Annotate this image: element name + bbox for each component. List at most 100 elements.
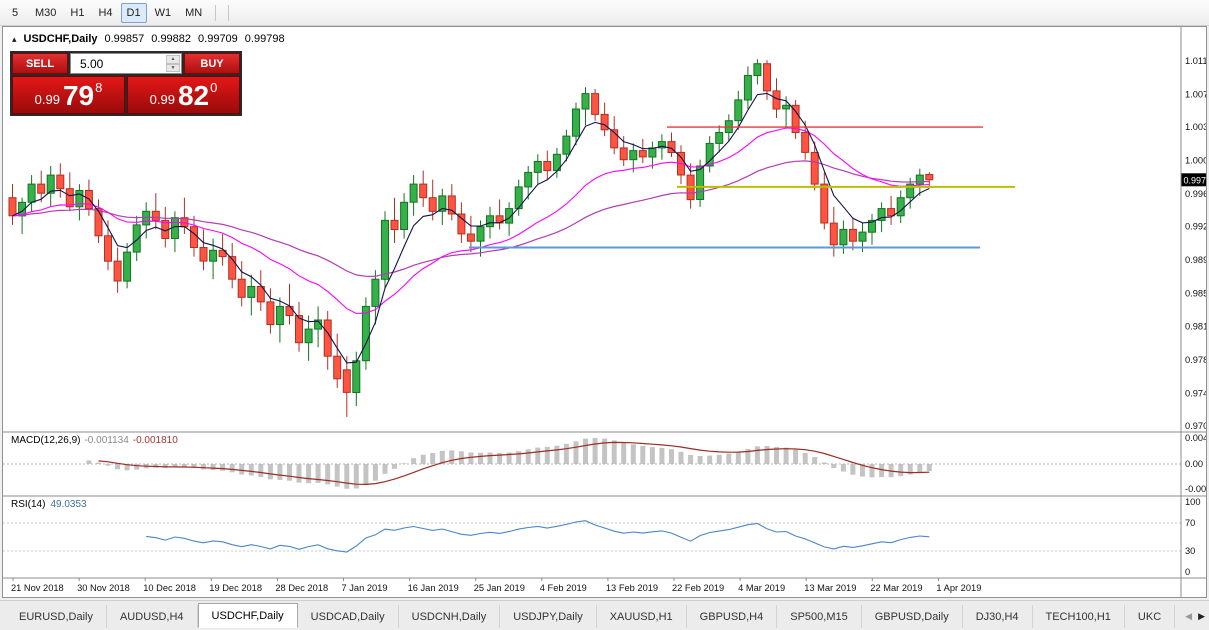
svg-text:0.00: 0.00	[1185, 459, 1203, 469]
bottom-tab-tech100-h1[interactable]: TECH100,H1	[1033, 605, 1125, 628]
bottom-tab-eurusd-daily[interactable]: EURUSD,Daily	[6, 605, 107, 628]
bottom-tab-gbpusd-h4[interactable]: GBPUSD,H4	[687, 605, 778, 628]
macd-name: MACD(12,26,9)	[11, 435, 81, 446]
svg-text:13 Feb 2019: 13 Feb 2019	[606, 583, 658, 593]
toolbar-separator	[228, 4, 230, 21]
chart-icon: ▴	[12, 33, 17, 44]
svg-text:16 Jan 2019: 16 Jan 2019	[408, 583, 459, 593]
bid-price-button[interactable]: 0.99 79 8	[12, 76, 125, 114]
timeframe-button-d1[interactable]: D1	[120, 2, 147, 23]
svg-text:-0.003883: -0.003883	[1185, 484, 1206, 494]
svg-text:1.01110: 1.01110	[1185, 56, 1206, 66]
svg-text:70: 70	[1185, 518, 1195, 528]
bottom-tab-xauusd-h1[interactable]: XAUUSD,H1	[597, 605, 687, 628]
bottom-tab-gbpusd-daily[interactable]: GBPUSD,Daily	[862, 605, 963, 628]
svg-text:0.98180: 0.98180	[1185, 321, 1206, 331]
svg-text:1 Apr 2019: 1 Apr 2019	[936, 583, 981, 593]
svg-text:1.00380: 1.00380	[1185, 122, 1206, 132]
macd-signal-line	[98, 441, 930, 486]
tab-scroll-right-icon[interactable]: ▶	[1198, 611, 1205, 621]
bottom-tab-usdcnh-daily[interactable]: USDCNH,Daily	[399, 605, 501, 628]
toolbar-separator	[215, 4, 217, 21]
tab-scroll-arrows: ◀ ▶	[1185, 611, 1205, 622]
svg-text:10 Dec 2018: 10 Dec 2018	[143, 583, 196, 593]
ohlc-high: 0.99882	[151, 33, 192, 45]
bottom-tab-dj30-h4[interactable]: DJ30,H4	[963, 605, 1033, 628]
timeframe-button-w1[interactable]: W1	[154, 6, 172, 19]
bottom-tab-audusd-h4[interactable]: AUDUSD,H4	[107, 605, 198, 628]
ask-price-button[interactable]: 0.99 82 0	[127, 76, 240, 114]
svg-text:0.99280: 0.99280	[1185, 222, 1206, 232]
volume-up-icon[interactable]: ▲	[166, 55, 180, 64]
ma-fast-line	[12, 92, 930, 364]
svg-text:1.00740: 1.00740	[1185, 89, 1206, 99]
volume-value: 5.00	[80, 56, 104, 71]
ask-prefix: 0.99	[149, 92, 175, 107]
rsi-label: RSI(14) 49.0353	[11, 499, 87, 510]
bottom-tab-usdjpy-daily[interactable]: USDJPY,Daily	[500, 605, 597, 628]
trade-panel-top-row: SELL 5.00 ▲ ▼ BUY	[12, 53, 240, 74]
svg-text:0.97080: 0.97080	[1185, 421, 1206, 431]
price-scale: 1.01110 1.00740 1.00380 1.00010 0.99640 0.992…	[1185, 56, 1206, 577]
one-click-trading-panel: SELL 5.00 ▲ ▼ BUY 0.99 79 8 0.99	[10, 51, 242, 116]
macd-main-value: -0.001134	[84, 435, 129, 446]
trade-panel-quote-row: 0.99 79 8 0.99 82 0	[12, 76, 240, 114]
ohlc-low: 0.99709	[198, 33, 238, 45]
current-price-tag: 0.99798	[1181, 173, 1207, 187]
rsi-line	[146, 520, 930, 553]
svg-text:19 Dec 2018: 19 Dec 2018	[209, 583, 262, 593]
ma-slow-line	[12, 160, 930, 278]
chart-canvas[interactable]: 1.011101.007401.003801.000100.996400.992…	[3, 27, 1206, 597]
time-scale: 21 Nov 2018 30 Nov 2018 10 Dec 2018 19 Dec …	[11, 578, 981, 593]
macd-histogram	[86, 438, 932, 489]
tab-scroll-left-icon[interactable]: ◀	[1185, 611, 1193, 621]
candles	[8, 59, 934, 417]
svg-text:22 Mar 2019: 22 Mar 2019	[870, 583, 922, 593]
ohlc-open: 0.99857	[104, 33, 145, 45]
bid-pip-digit: 8	[95, 80, 103, 95]
bottom-tab-usdchf-daily[interactable]: USDCHF,Daily	[197, 603, 298, 628]
svg-text:100: 100	[1185, 497, 1201, 507]
svg-text:28 Dec 2018: 28 Dec 2018	[275, 583, 328, 593]
timeframe-button-5[interactable]: 5	[11, 6, 19, 19]
svg-text:0.98540: 0.98540	[1185, 289, 1206, 299]
volume-spinner: ▲ ▼	[166, 55, 180, 72]
ohlc-close: 0.99798	[244, 33, 285, 45]
timeframe-button-h4[interactable]: H4	[98, 6, 113, 19]
timeframe-button-m30[interactable]: M30	[35, 6, 57, 19]
chart-symbol-label: USDCHF,Daily	[23, 33, 98, 45]
buy-button[interactable]: BUY	[184, 53, 240, 74]
chart-window: 1.011101.007401.003801.000100.996400.992…	[2, 26, 1207, 598]
svg-text:0: 0	[1185, 567, 1190, 577]
bottom-tab-ukc[interactable]: UKC	[1125, 605, 1176, 628]
bottom-tab-usdcad-daily[interactable]: USDCAD,Daily	[298, 605, 399, 628]
volume-input[interactable]: 5.00 ▲ ▼	[70, 53, 182, 74]
svg-text:0.99640: 0.99640	[1185, 189, 1206, 199]
bid-prefix: 0.99	[34, 92, 60, 107]
ma-mid-line	[12, 127, 930, 315]
svg-text:0.004487: 0.004487	[1185, 433, 1206, 443]
bottom-tab-sp500-m15[interactable]: SP500,M15	[777, 605, 862, 628]
timeframe-button-mn[interactable]: MN	[185, 6, 203, 19]
svg-text:13 Mar 2019: 13 Mar 2019	[804, 583, 856, 593]
svg-text:4 Feb 2019: 4 Feb 2019	[540, 583, 587, 593]
svg-text:0.97810: 0.97810	[1185, 355, 1206, 365]
svg-text:0.99798: 0.99798	[1184, 175, 1207, 185]
chart-tab-bar: EURUSD,Daily AUDUSD,H4 USDCHF,Daily USDCAD,…	[0, 600, 1209, 630]
sell-button[interactable]: SELL	[12, 53, 68, 74]
ask-pip-digit: 0	[210, 80, 218, 95]
rsi-value: 49.0353	[50, 499, 87, 510]
chart-title: ▴ USDCHF,Daily 0.99857 0.99882 0.99709 0…	[12, 33, 285, 45]
volume-down-icon[interactable]: ▼	[166, 63, 180, 72]
svg-text:0.97440: 0.97440	[1185, 388, 1206, 398]
bid-big-digits: 79	[62, 80, 95, 111]
timeframe-toolbar: 5 M30 H1 H4 D1 W1 MN	[0, 0, 1209, 26]
rsi-name: RSI(14)	[11, 499, 46, 510]
svg-text:22 Feb 2019: 22 Feb 2019	[672, 583, 724, 593]
svg-text:0.98910: 0.98910	[1185, 255, 1206, 265]
macd-label: MACD(12,26,9) -0.001134 -0.001810	[11, 435, 178, 446]
svg-text:30: 30	[1185, 546, 1195, 556]
timeframe-button-h1[interactable]: H1	[70, 6, 85, 19]
svg-text:4 Mar 2019: 4 Mar 2019	[738, 583, 785, 593]
